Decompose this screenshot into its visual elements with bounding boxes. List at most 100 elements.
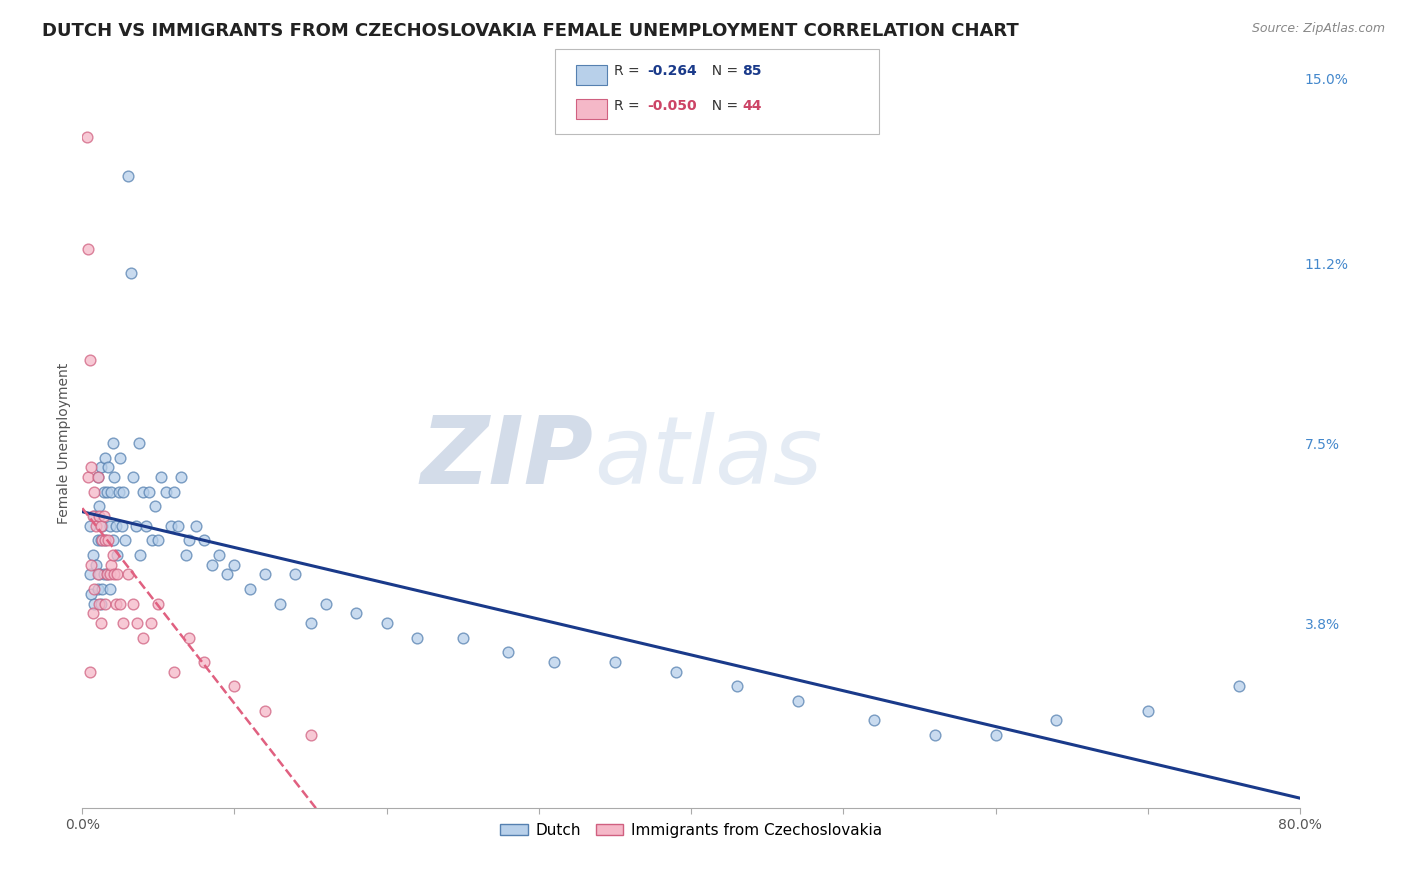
Point xyxy=(90,518,112,533)
Text: -0.050: -0.050 xyxy=(647,99,696,113)
Point xyxy=(91,518,114,533)
Point xyxy=(284,567,307,582)
Point xyxy=(79,518,101,533)
Point xyxy=(94,597,117,611)
Point xyxy=(224,558,246,572)
Point xyxy=(111,518,134,533)
Point xyxy=(132,631,155,645)
Point xyxy=(87,567,110,582)
Point xyxy=(315,597,337,611)
Point xyxy=(80,460,103,475)
Point xyxy=(299,728,322,742)
Point xyxy=(186,518,208,533)
Point xyxy=(114,533,136,548)
Point xyxy=(110,597,132,611)
Y-axis label: Female Unemployment: Female Unemployment xyxy=(58,362,72,524)
Point xyxy=(162,665,184,679)
Point xyxy=(101,533,124,548)
Point xyxy=(406,631,429,645)
Point xyxy=(224,679,246,693)
Point xyxy=(90,597,112,611)
Text: R =: R = xyxy=(614,99,644,113)
Point xyxy=(80,558,103,572)
Point xyxy=(100,484,122,499)
Point xyxy=(86,533,108,548)
Point xyxy=(269,597,291,611)
Text: N =: N = xyxy=(703,99,742,113)
Point xyxy=(665,665,688,679)
Point xyxy=(603,655,626,669)
Text: Source: ZipAtlas.com: Source: ZipAtlas.com xyxy=(1251,22,1385,36)
Point xyxy=(139,615,162,630)
Point xyxy=(98,518,121,533)
Point xyxy=(121,470,143,484)
Point xyxy=(132,484,155,499)
Point xyxy=(93,567,115,582)
Text: N =: N = xyxy=(703,64,742,78)
Point xyxy=(141,533,163,548)
Point xyxy=(112,484,135,499)
Point xyxy=(104,518,127,533)
Point xyxy=(128,436,150,450)
Point xyxy=(159,518,181,533)
Point xyxy=(375,615,398,630)
Point xyxy=(121,597,143,611)
Point xyxy=(155,484,177,499)
Point xyxy=(786,694,808,708)
Point xyxy=(117,567,139,582)
Point xyxy=(253,704,276,718)
Point xyxy=(90,533,112,548)
Point xyxy=(129,548,152,562)
Point xyxy=(124,518,146,533)
Point xyxy=(97,533,120,548)
Point xyxy=(148,533,170,548)
Point xyxy=(94,533,117,548)
Point xyxy=(127,615,149,630)
Point xyxy=(96,567,118,582)
Text: 44: 44 xyxy=(742,99,762,113)
Point xyxy=(79,353,101,368)
Point xyxy=(162,484,184,499)
Point xyxy=(193,655,215,669)
Point xyxy=(79,567,101,582)
Point xyxy=(299,615,322,630)
Point xyxy=(167,518,190,533)
Point xyxy=(100,558,122,572)
Point xyxy=(96,567,118,582)
Point xyxy=(103,470,125,484)
Point xyxy=(725,679,748,693)
Point xyxy=(112,615,135,630)
Point xyxy=(77,242,100,256)
Point xyxy=(93,509,115,524)
Point xyxy=(135,518,157,533)
Point xyxy=(862,713,884,727)
Text: atlas: atlas xyxy=(593,412,823,503)
Point xyxy=(94,533,117,548)
Point xyxy=(94,450,117,465)
Point xyxy=(924,728,946,742)
Point xyxy=(96,484,118,499)
Point xyxy=(83,582,105,596)
Point xyxy=(239,582,262,596)
Point xyxy=(76,129,98,144)
Point xyxy=(82,607,104,621)
Point xyxy=(87,509,110,524)
Point xyxy=(498,645,520,659)
Legend: Dutch, Immigrants from Czechoslovakia: Dutch, Immigrants from Czechoslovakia xyxy=(494,817,889,844)
Point xyxy=(201,558,224,572)
Point xyxy=(103,567,125,582)
Point xyxy=(253,567,276,582)
Text: R =: R = xyxy=(614,64,644,78)
Point xyxy=(82,509,104,524)
Point xyxy=(91,533,114,548)
Point xyxy=(108,484,131,499)
Point xyxy=(86,582,108,596)
Point xyxy=(84,558,107,572)
Text: 85: 85 xyxy=(742,64,762,78)
Point xyxy=(543,655,565,669)
Point xyxy=(90,615,112,630)
Point xyxy=(451,631,474,645)
Point xyxy=(1136,704,1159,718)
Point xyxy=(83,509,105,524)
Text: ZIP: ZIP xyxy=(420,412,593,504)
